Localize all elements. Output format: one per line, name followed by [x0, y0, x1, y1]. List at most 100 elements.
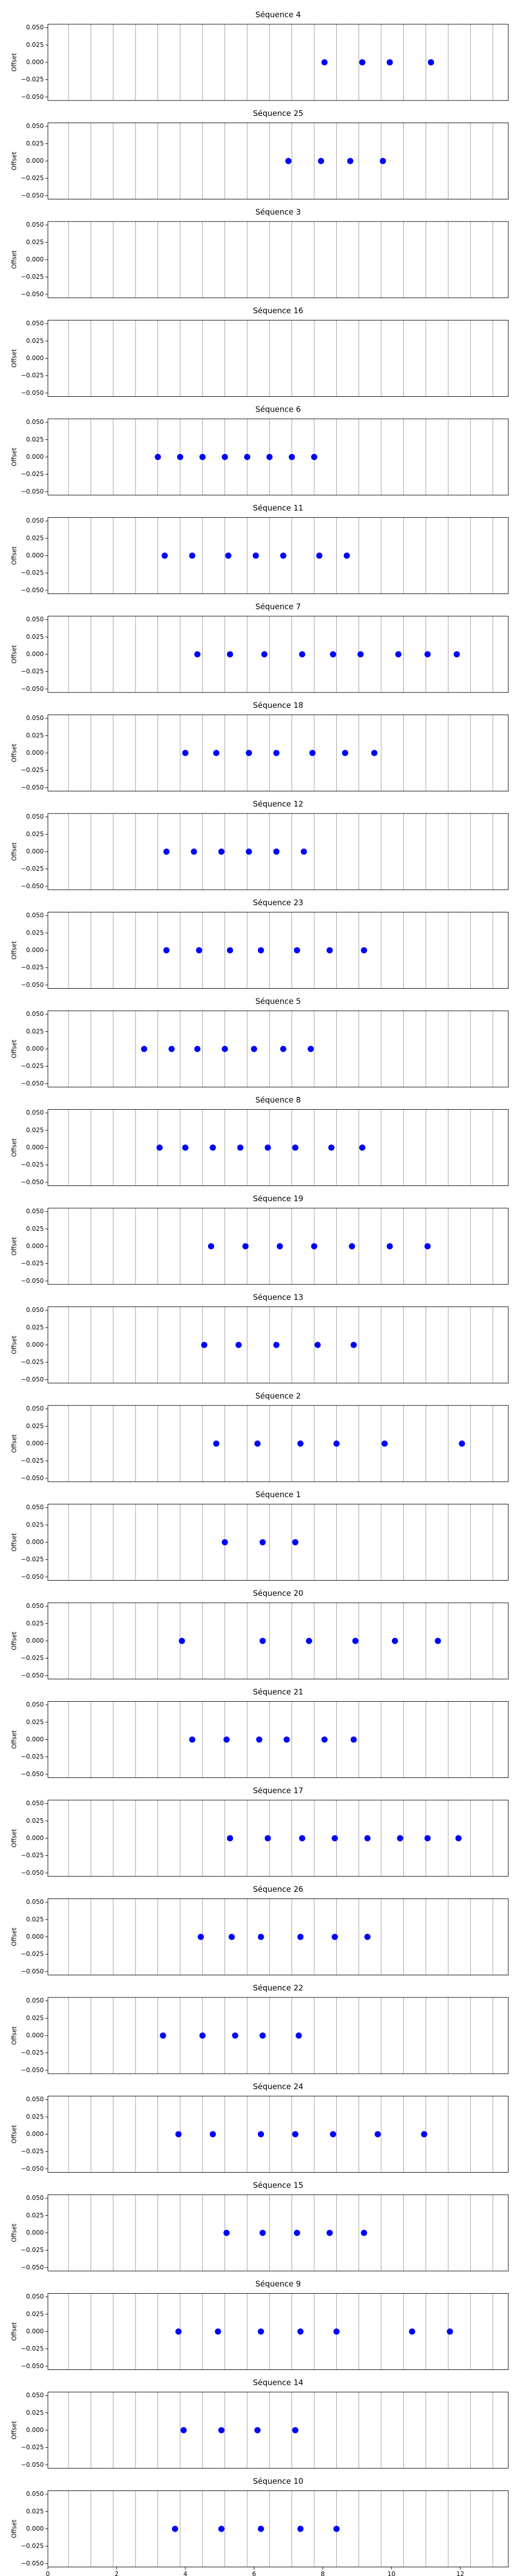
point	[359, 1144, 366, 1151]
y-tick-label: 0.000	[26, 651, 44, 658]
y-tick-label: −0.050	[21, 2165, 44, 2172]
y-tick-label: −0.050	[21, 1770, 44, 1777]
point	[424, 1835, 431, 1841]
y-tick-label: 0.000	[26, 2130, 44, 2138]
point	[221, 1046, 228, 1052]
y-axis-label: Offset	[11, 2125, 18, 2143]
point	[182, 1144, 188, 1151]
point	[264, 1835, 271, 1841]
point	[397, 1835, 403, 1841]
y-tick-label: 0.050	[26, 1899, 44, 1906]
point	[225, 552, 232, 559]
y-tick-label: −0.025	[21, 1556, 44, 1563]
point	[246, 849, 252, 855]
point	[254, 1440, 261, 1447]
chart-title: Séquence 22	[253, 1984, 303, 1993]
point	[292, 1539, 299, 1546]
axes-frame	[47, 1997, 509, 2074]
point	[258, 1934, 264, 1940]
y-tick-label: −0.025	[21, 2246, 44, 2253]
point	[215, 2328, 221, 2335]
point	[232, 2032, 238, 2039]
y-tick-label: −0.025	[21, 1260, 44, 1267]
chart-title: Séquence 23	[253, 898, 303, 907]
y-axis-label: Offset	[11, 1927, 18, 1946]
y-tick-label: 0.000	[26, 1538, 44, 1546]
y-tick-label: −0.050	[21, 2264, 44, 2271]
y-tick-label: 0.050	[26, 2194, 44, 2201]
point	[163, 849, 170, 855]
y-tick-label: 0.025	[26, 337, 44, 344]
y-tick-label: 0.025	[26, 1028, 44, 1035]
y-tick-label: −0.050	[21, 1869, 44, 1876]
y-tick-label: 0.050	[26, 517, 44, 524]
point	[333, 2526, 340, 2532]
point	[218, 2427, 225, 2433]
point	[277, 1243, 283, 1249]
y-tick-label: −0.050	[21, 784, 44, 791]
point	[156, 1144, 163, 1151]
chart-title: Séquence 10	[253, 2477, 303, 2486]
axes-frame	[47, 2293, 509, 2370]
point	[261, 651, 268, 657]
axes-frame	[47, 2392, 509, 2469]
point	[258, 2131, 264, 2138]
axes-frame	[47, 221, 509, 298]
y-tick-label: 0.050	[26, 1997, 44, 2004]
x-tick-label: 0	[46, 2570, 50, 2576]
point	[237, 1144, 244, 1151]
y-axis-label: Offset	[11, 2224, 18, 2242]
point	[309, 750, 316, 756]
axes-frame	[47, 616, 509, 693]
y-tick-label: −0.025	[21, 1457, 44, 1464]
axes-frame	[47, 1701, 509, 1778]
y-tick-label: −0.025	[21, 1062, 44, 1070]
point	[347, 158, 354, 164]
point	[321, 1736, 328, 1743]
point	[218, 849, 225, 855]
point	[191, 849, 197, 855]
y-tick-label: 0.050	[26, 912, 44, 919]
point	[333, 2328, 340, 2335]
x-tick-label: 2	[115, 2570, 119, 2576]
point	[321, 59, 328, 65]
y-tick-label: 0.025	[26, 1324, 44, 1331]
y-tick-label: −0.050	[21, 2560, 44, 2567]
y-axis-label: Offset	[11, 2519, 18, 2538]
point	[360, 947, 367, 954]
point	[227, 651, 233, 657]
point	[280, 1046, 287, 1052]
axes-frame	[47, 1899, 509, 1975]
chart-title: Séquence 11	[253, 503, 303, 513]
point	[447, 2328, 453, 2335]
point	[349, 1243, 355, 1249]
point	[223, 1736, 230, 1743]
x-tick-label: 8	[321, 2570, 325, 2576]
y-tick-label: −0.025	[21, 76, 44, 83]
point	[327, 947, 333, 954]
point	[259, 2230, 266, 2236]
y-axis-label: Offset	[11, 1632, 18, 1650]
y-tick-label: 0.025	[26, 929, 44, 936]
y-tick-label: 0.000	[26, 2328, 44, 2335]
x-tick-label: 12	[456, 2570, 464, 2576]
point	[421, 2131, 427, 2138]
point	[314, 1342, 321, 1348]
point	[352, 1638, 359, 1644]
axes-frame	[47, 1800, 509, 1877]
y-tick-label: −0.025	[21, 1161, 44, 1168]
chart-title: Séquence 2	[255, 1392, 301, 1401]
point	[197, 1934, 204, 1940]
y-tick-label: −0.050	[21, 1277, 44, 1284]
chart-title: Séquence 5	[255, 997, 301, 1006]
chart-title: Séquence 16	[253, 306, 303, 315]
y-tick-label: 0.050	[26, 616, 44, 623]
point	[294, 947, 300, 954]
y-tick-label: 0.000	[26, 1835, 44, 1842]
chart-title: Séquence 15	[253, 2181, 303, 2190]
point	[154, 454, 161, 460]
y-tick-label: 0.050	[26, 418, 44, 426]
chart-title: Séquence 3	[255, 208, 301, 217]
point	[251, 1046, 258, 1052]
y-axis-label: Offset	[11, 1434, 18, 1453]
